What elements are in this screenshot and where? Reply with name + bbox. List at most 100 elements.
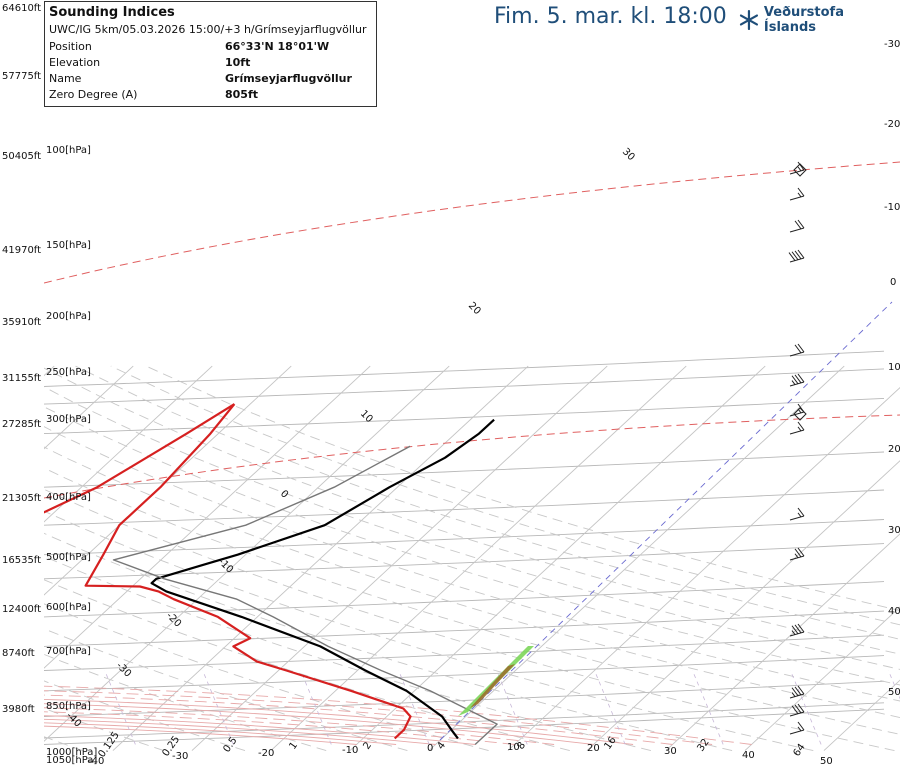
info-row-position: Position 66°33'N 18°01'W <box>49 38 372 54</box>
info-box-title: Sounding Indices <box>49 5 175 20</box>
red-dashed-level <box>44 161 900 284</box>
isobar-line <box>44 519 885 556</box>
info-value: 805ft <box>225 87 259 101</box>
info-label: Name <box>49 71 82 85</box>
right-axis-tick-label: 50 <box>888 687 900 698</box>
isotherm-line <box>823 679 900 751</box>
altitude-tick-label: 21305ft <box>2 493 41 504</box>
moist-adiabat <box>0 691 900 745</box>
info-label: Elevation <box>49 55 101 69</box>
info-value: Grímseyjarflugvöllur <box>225 71 352 85</box>
isobar-line <box>44 397 885 435</box>
temperature-tick-label: 40 <box>742 750 755 761</box>
series-line-3 <box>112 445 498 746</box>
wind-barb <box>789 373 805 387</box>
dry-adiabat <box>44 367 900 655</box>
dry-adiabat <box>44 426 900 702</box>
wind-barb <box>789 721 805 735</box>
mixing-ratio-line <box>790 670 822 745</box>
wind-barb <box>789 507 805 521</box>
sounding-series <box>44 403 534 746</box>
mixing-ratio-tick-label: 2 <box>361 740 374 752</box>
right-axis-tick-label: -20 <box>884 119 900 130</box>
altitude-tick-label: 31155ft <box>2 373 41 384</box>
isotherm-line <box>507 386 900 751</box>
moist-adiabat <box>44 685 752 745</box>
mixing-ratio-line <box>496 670 528 745</box>
isotherm-line <box>270 365 687 751</box>
wind-barb <box>789 623 805 637</box>
mixing-ratio-line <box>202 670 234 745</box>
mixing-ratio-tick-label: 8 <box>515 740 528 752</box>
mixing-ratio-line <box>594 670 626 745</box>
mixing-ratio-tick-label: 4 <box>435 740 448 752</box>
reference-lines <box>44 161 900 741</box>
isobar-lines <box>44 350 885 745</box>
blue-dashed-line <box>439 301 893 741</box>
pressure-tick-label: 600[hPa] <box>46 602 91 613</box>
temperature-tick-label: -30 <box>172 751 188 762</box>
temperature-tick-label: 30 <box>664 746 677 757</box>
sounding-indices-box: Sounding Indices UWC/IG 5km/05.03.2026 1… <box>44 1 377 107</box>
isotherm-line <box>112 365 529 751</box>
isotherm-inline-label: -20 <box>164 610 183 629</box>
temperature-tick-label: -20 <box>258 748 274 759</box>
isotherm-line <box>428 365 845 751</box>
altitude-tick-label: 3980ft <box>2 704 35 715</box>
dry-adiabat <box>44 532 733 752</box>
info-label: Zero Degree (A) <box>49 87 138 101</box>
right-axis-tick-label: 10 <box>888 362 900 373</box>
brand-logo: Veðurstofa Íslands <box>738 5 900 35</box>
pressure-tick-label: 500[hPa] <box>46 552 91 563</box>
dry-adiabat <box>44 446 900 718</box>
altitude-tick-label: 41970ft <box>2 245 41 256</box>
mixing-ratio-tick-label: 64 <box>791 742 807 759</box>
isotherm-lines <box>44 365 900 751</box>
mixing-ratio-line <box>692 670 724 745</box>
right-axis-tick-label: -30 <box>884 39 900 50</box>
isobar-line <box>44 368 885 405</box>
pressure-tick-label: 1050[hPa] <box>46 755 97 766</box>
isobar-line <box>44 350 885 387</box>
dry-adiabat <box>44 386 900 670</box>
wind-barb <box>789 421 805 435</box>
moist-adiabat <box>44 711 515 745</box>
dry-adiabat <box>44 628 408 752</box>
isobar-line <box>44 451 885 488</box>
isotherm-line <box>44 365 134 450</box>
wind-barb <box>789 343 805 357</box>
parcel-band-core <box>470 664 515 708</box>
info-label: Position <box>49 39 92 53</box>
mixing-ratio-tick-label: 0.125 <box>96 730 121 760</box>
wind-barb <box>789 685 805 699</box>
moist-adiabat <box>0 707 900 745</box>
temperature-tick-label: 0 <box>427 743 433 754</box>
isotherm-inline-label: 20 <box>466 300 483 317</box>
info-box-subtitle: UWC/IG 5km/05.03.2026 15:00/+3 h/Grímsey… <box>49 23 367 36</box>
mixing-ratio-line <box>300 670 332 745</box>
altitude-tick-label: 64610ft <box>2 3 41 14</box>
dry-adiabat <box>44 579 570 752</box>
series-line-0 <box>150 418 495 740</box>
pressure-tick-label: 1000[hPa] <box>46 747 97 758</box>
isotherm-line <box>191 365 608 751</box>
altitude-tick-label: 12400ft <box>2 604 41 615</box>
altitude-tick-label: 8740ft <box>2 648 35 659</box>
temperature-tick-label: -40 <box>88 756 104 767</box>
pressure-tick-label: 150[hPa] <box>46 240 91 251</box>
isotherm-line <box>744 606 900 751</box>
temperature-tick-label: -10 <box>342 745 358 756</box>
red-dashed-level <box>44 414 900 499</box>
isotherm-inline-label: -30 <box>114 660 133 679</box>
info-row-elevation: Elevation 10ft <box>49 54 372 70</box>
pressure-tick-label: 700[hPa] <box>46 646 91 657</box>
isotherm-line <box>665 533 900 751</box>
isotherm-line <box>44 365 213 523</box>
pressure-tick-label: 400[hPa] <box>46 492 91 503</box>
wind-barb <box>789 219 805 233</box>
info-row-name: Name Grímseyjarflugvöllur <box>49 70 372 86</box>
wind-barb <box>789 187 805 201</box>
series-line-1 <box>84 403 412 740</box>
mixing-ratio-line <box>887 670 900 700</box>
isotherm-line <box>44 365 371 669</box>
